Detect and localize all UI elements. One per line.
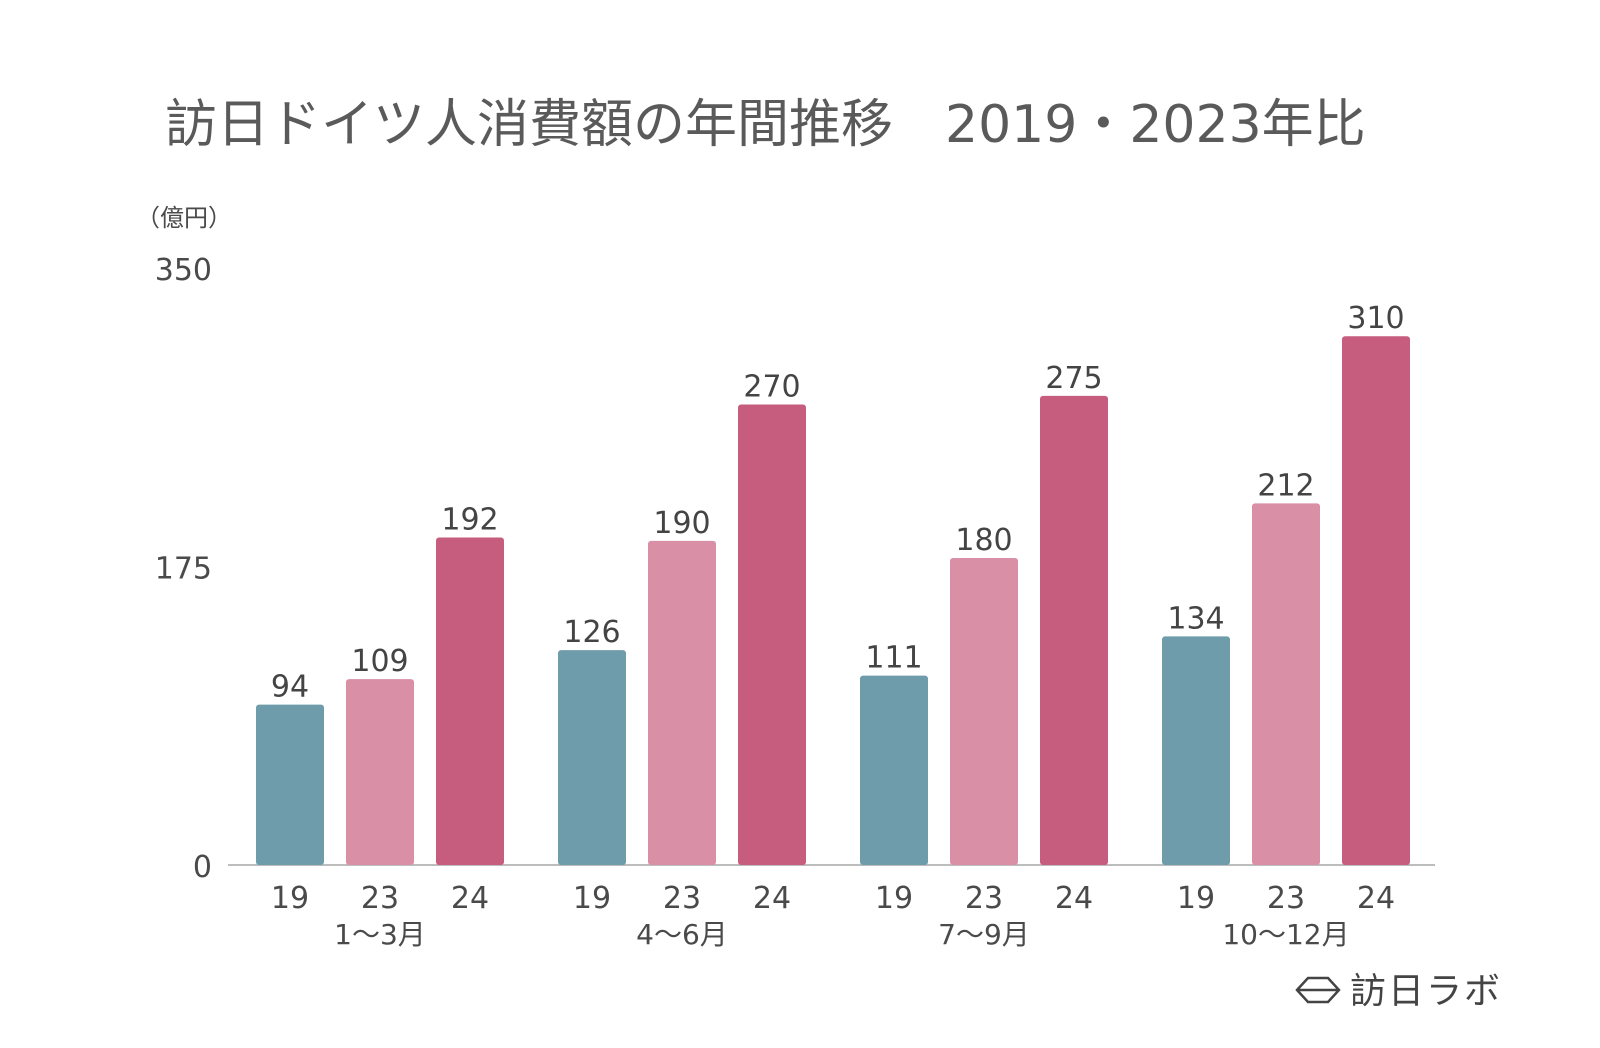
x-tick-label: 24: [1055, 881, 1093, 916]
bar: [860, 675, 928, 865]
chart-title: 訪日ドイツ人消費額の年間推移 2019・2023年比: [165, 95, 1366, 155]
x-group-label: 7〜9月: [938, 918, 1030, 951]
y-axis-unit-label: （億円）: [136, 204, 232, 232]
x-tick-label: 24: [451, 881, 489, 916]
brand-icon: [1295, 976, 1341, 1004]
bar-value-label: 310: [1347, 301, 1404, 336]
bar: [1252, 503, 1320, 865]
brand-name: 訪日ラボ: [1350, 971, 1502, 1012]
bar: [1342, 336, 1410, 865]
bar-value-label: 212: [1257, 468, 1314, 503]
x-tick-label: 23: [663, 881, 701, 916]
x-group-label: 1〜3月: [334, 918, 426, 951]
x-tick-label: 23: [361, 881, 399, 916]
x-group-label: 4〜6月: [636, 918, 728, 951]
y-tick-label: 0: [193, 850, 212, 885]
bar: [738, 404, 806, 865]
x-tick-label: 24: [1357, 881, 1395, 916]
bar: [558, 650, 626, 865]
bar-value-label: 190: [653, 506, 710, 541]
bar: [346, 679, 414, 865]
y-axis-ticks: 0 175 350: [155, 253, 212, 885]
bar: [436, 537, 504, 865]
x-group-label: 10〜12月: [1222, 918, 1349, 951]
bar: [648, 540, 716, 865]
bar-value-label: 94: [271, 670, 309, 705]
bar-value-label: 134: [1167, 601, 1224, 636]
x-tick-label: 19: [1177, 881, 1215, 916]
bar: [950, 557, 1018, 865]
bar-value-label: 126: [563, 615, 620, 650]
x-tick-label: 19: [271, 881, 309, 916]
y-tick-label: 350: [155, 253, 212, 288]
bar: [256, 704, 324, 865]
bar-value-label: 192: [441, 503, 498, 538]
x-tick-label: 19: [573, 881, 611, 916]
x-tick-label: 19: [875, 881, 913, 916]
bar-value-label: 180: [955, 523, 1012, 558]
bar-value-label: 111: [865, 641, 922, 676]
bar-series: 94 19 109 23 192 24 1〜3月 126 19 190 23 270 24 4〜6月 111…: [256, 301, 1410, 951]
bar-value-label: 275: [1045, 361, 1102, 396]
brand-logo: 訪日ラボ: [1295, 971, 1502, 1012]
bar-value-label: 109: [351, 644, 408, 679]
bar: [1040, 395, 1108, 865]
x-tick-label: 24: [753, 881, 791, 916]
bar: [1162, 636, 1230, 865]
x-tick-label: 23: [1267, 881, 1305, 916]
x-tick-label: 23: [965, 881, 1003, 916]
y-tick-label: 175: [155, 552, 212, 587]
bar-value-label: 270: [743, 369, 800, 404]
